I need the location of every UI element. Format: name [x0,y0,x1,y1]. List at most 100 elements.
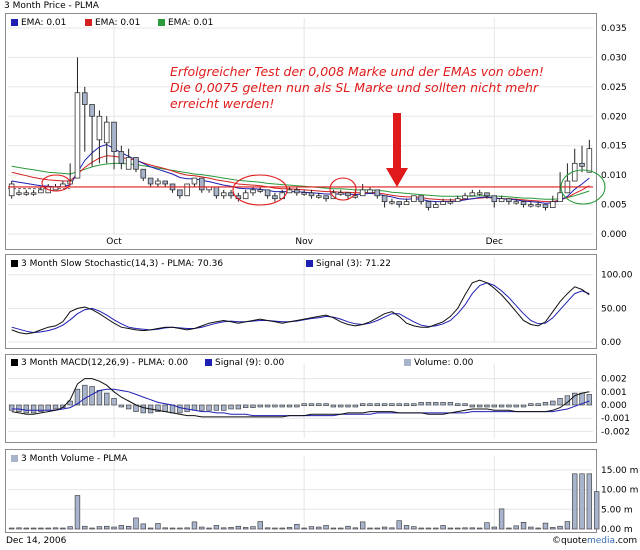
volume-bar [23,527,29,530]
volume-bar [96,526,103,530]
candle-body [155,180,161,185]
macd-histogram-bar [586,394,593,406]
volume-bar [52,527,59,530]
brand-part: media [587,536,616,546]
stochastic-title: 3 Month Slow Stochastic(14,3) - PLMA: 70… [11,259,223,270]
volume-bar [330,527,337,530]
volume-title: 3 Month Volume - PLMA [11,454,127,465]
volume-bar [550,527,556,530]
macd-histogram-bar [455,403,461,406]
volume-bar [520,521,527,530]
volume-bar [403,525,410,530]
macd-histogram-bar [535,403,541,406]
macd-y-tick-label: -0.002 [601,427,630,437]
stochastic-y-tick-label: 100.00 [601,271,633,281]
volume-bar [45,527,51,530]
candle-body [118,151,125,164]
macd-histogram-bar [67,400,73,406]
stochastic-signal-legend: Signal (3): 71.22 [306,259,391,270]
candle-body [586,148,593,173]
macd-histogram-bar [557,398,563,406]
volume-bar [177,527,183,530]
candle-body [89,104,95,117]
macd-histogram-bar [433,402,439,406]
volume-bar [118,525,125,530]
price-y-tick-label: 0.030 [601,53,627,63]
quotemedia-logo: ©quotemedia.com [552,536,637,547]
volume-bar [184,527,190,530]
volume-bar [279,527,285,530]
macd-histogram-bar [484,404,490,408]
macd-histogram-bar [38,404,44,412]
candle-body [147,177,154,185]
price-x-tick-label: Dec [486,237,503,247]
macd-histogram-bar [352,404,359,408]
macd-histogram-bar [374,403,380,406]
volume-bar [89,527,95,530]
legend-ema-blue: EMA: 0.01 [11,18,66,29]
macd-histogram-bar [118,404,125,408]
volume-bar [528,526,534,530]
macd-y-tick-label: 0.001 [601,388,627,398]
macd-histogram-bar [520,404,527,408]
candle-body [433,204,439,208]
ema-red-line [11,155,590,203]
macd-histogram-bar [425,402,432,406]
volume-panel [5,449,597,533]
stochastic-panel [5,254,597,349]
macd-histogram-bar [308,403,315,406]
candle-body [381,195,388,203]
candle-body [367,189,373,194]
macd-histogram-bar [542,402,549,406]
candle-body [103,121,110,144]
annotation-line: erreicht werden! [170,96,275,111]
candle-body [250,189,256,194]
candle-body [425,201,432,208]
volume-bar [82,525,88,530]
volume-y-tick-label: 0.00 m [601,525,633,535]
volume-bar [593,491,600,530]
volume-bar [484,522,490,530]
candle-body [294,189,300,194]
volume-bar [213,525,220,530]
volume-bar [579,473,585,530]
macd-histogram-bar [221,404,227,411]
volume-bar [308,526,315,530]
macd-histogram-bar [403,403,410,406]
macd-volume-legend: Volume: 0.00 [404,358,473,369]
macd-histogram-bar [330,404,337,408]
macd-histogram-bar [528,403,534,406]
macd-histogram-bar [125,404,132,410]
macd-histogram-bar [498,404,505,408]
legend-label: Signal (3): 71.22 [316,259,391,269]
volume-bar [491,526,497,530]
macd-histogram-bar [359,403,366,406]
volume-bar [162,527,168,530]
macd-histogram-bar [323,403,329,406]
volume-bar [359,521,366,530]
volume-bar [506,527,512,530]
macd-histogram-bar [462,403,468,406]
volume-bar [418,527,424,530]
price-y-tick-label: 0.015 [601,142,627,152]
macd-histogram-bar [367,403,373,406]
legend-swatch [158,19,165,26]
price-y-tick-label: 0.000 [601,230,627,240]
candle-body [418,195,424,203]
volume-bar [16,527,22,530]
macd-y-tick-label: 0.000 [601,401,627,411]
volume-bar [440,525,446,530]
candle-body [389,201,395,204]
candle-body [454,198,461,203]
volume-bar [535,527,541,530]
macd-histogram-bar [491,404,497,408]
candle-body [125,157,132,170]
volume-bar [338,527,344,530]
volume-bar [191,521,198,530]
price-y-tick-label: 0.005 [601,201,627,211]
volume-bar [455,527,461,530]
legend-label: 3 Month Slow Stochastic(14,3) - PLMA: 70… [21,259,224,269]
macd-histogram-bar [301,403,307,406]
macd-histogram-bar [418,402,424,406]
legend-swatch [85,19,92,26]
